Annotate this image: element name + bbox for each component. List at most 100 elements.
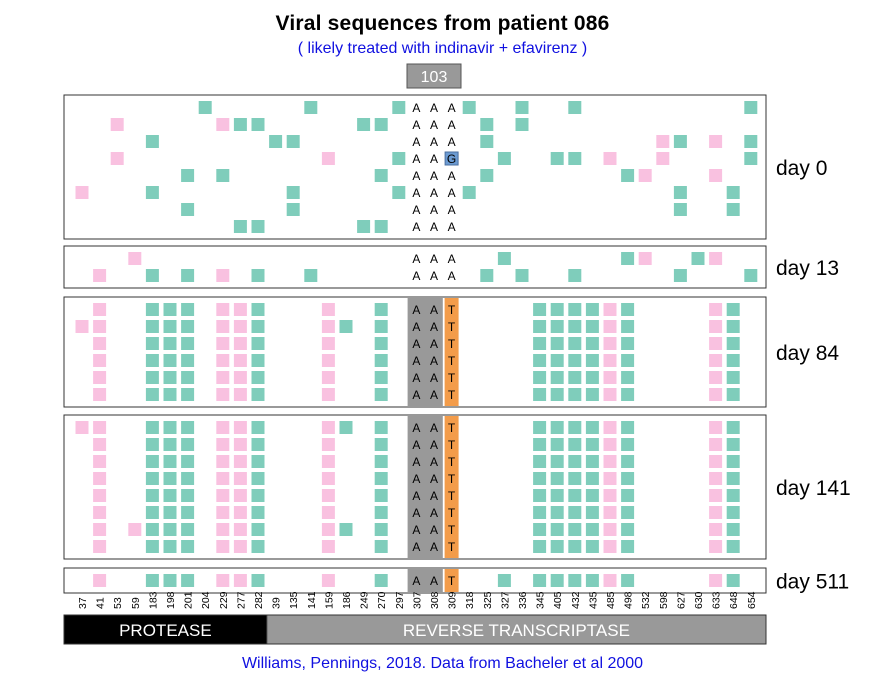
citation: Williams, Pennings, 2018. Data from Bach… bbox=[241, 655, 644, 672]
nucleotide-label: A bbox=[430, 135, 438, 149]
cell-green bbox=[198, 101, 212, 114]
cell-green bbox=[585, 455, 599, 468]
position-tick-label: 325 bbox=[482, 591, 494, 609]
position-tick-label: 37 bbox=[77, 597, 89, 609]
nucleotide-label: A bbox=[448, 169, 456, 183]
cell-pink bbox=[603, 354, 617, 367]
cell-pink bbox=[75, 186, 89, 199]
cell-green bbox=[181, 540, 195, 553]
cell-pink bbox=[709, 574, 723, 587]
panel-label: day 511 bbox=[776, 571, 849, 594]
cell-pink bbox=[216, 269, 230, 282]
mutation-band bbox=[444, 298, 459, 406]
cell-green bbox=[585, 489, 599, 502]
cell-green bbox=[163, 303, 177, 316]
cell-green bbox=[726, 489, 740, 502]
cell-green bbox=[251, 438, 265, 451]
cell-pink bbox=[709, 472, 723, 485]
cell-green bbox=[550, 152, 564, 165]
position-tick-label: 598 bbox=[658, 591, 670, 609]
position-tick-label: 186 bbox=[341, 591, 353, 609]
cell-green bbox=[251, 489, 265, 502]
cell-pink bbox=[216, 540, 230, 553]
cell-pink bbox=[93, 540, 107, 553]
nucleotide-label: A bbox=[430, 523, 438, 537]
cell-green bbox=[181, 371, 195, 384]
cell-green bbox=[374, 506, 388, 519]
cell-pink bbox=[93, 388, 107, 401]
cell-green bbox=[533, 320, 547, 333]
cell-pink bbox=[603, 540, 617, 553]
cell-green bbox=[550, 320, 564, 333]
cell-green bbox=[145, 320, 159, 333]
cell-green bbox=[145, 388, 159, 401]
position-tick-label: 498 bbox=[623, 591, 635, 609]
nucleotide-label: A bbox=[412, 252, 420, 266]
cell-green bbox=[163, 506, 177, 519]
cell-green bbox=[374, 455, 388, 468]
cell-green bbox=[374, 540, 388, 553]
highlight-band bbox=[407, 416, 443, 558]
cell-green bbox=[621, 506, 635, 519]
cell-green bbox=[181, 320, 195, 333]
cell-green bbox=[374, 220, 388, 233]
nucleotide-label: A bbox=[430, 438, 438, 452]
nucleotide-label: A bbox=[430, 388, 438, 402]
cell-pink bbox=[233, 523, 247, 536]
cell-green bbox=[568, 540, 582, 553]
cell-pink bbox=[709, 388, 723, 401]
position-tick-label: 630 bbox=[693, 591, 705, 609]
nucleotide-label: A bbox=[448, 186, 456, 200]
cell-green bbox=[726, 574, 740, 587]
cell-green bbox=[251, 303, 265, 316]
cell-green bbox=[515, 118, 529, 131]
reverse-transcriptase-region-bar bbox=[266, 614, 767, 645]
cell-green bbox=[163, 337, 177, 350]
cell-green bbox=[585, 523, 599, 536]
cell-pink bbox=[321, 371, 335, 384]
cell-green bbox=[621, 252, 635, 265]
cell-green bbox=[585, 438, 599, 451]
nucleotide-label: A bbox=[430, 203, 438, 217]
cell-pink bbox=[233, 472, 247, 485]
cell-green bbox=[726, 203, 740, 216]
cell-green bbox=[374, 371, 388, 384]
nucleotide-label: A bbox=[430, 421, 438, 435]
cell-pink bbox=[128, 252, 142, 265]
cell-green bbox=[374, 438, 388, 451]
cell-green bbox=[621, 438, 635, 451]
cell-pink bbox=[638, 169, 652, 182]
cell-pink bbox=[110, 118, 124, 131]
cell-green bbox=[744, 135, 758, 148]
nucleotide-label: A bbox=[412, 303, 420, 317]
nucleotide-label: A bbox=[430, 269, 438, 283]
cell-green bbox=[357, 118, 371, 131]
cell-pink bbox=[321, 303, 335, 316]
nucleotide-label: A bbox=[412, 186, 420, 200]
cell-green bbox=[163, 421, 177, 434]
position-tick-label: 198 bbox=[165, 591, 177, 609]
cell-green bbox=[568, 523, 582, 536]
cell-green bbox=[533, 574, 547, 587]
position-tick-label: 135 bbox=[288, 591, 300, 609]
cell-green bbox=[550, 438, 564, 451]
cell-green bbox=[673, 186, 687, 199]
cell-green bbox=[480, 169, 494, 182]
cell-pink bbox=[656, 152, 670, 165]
nucleotide-label: A bbox=[430, 252, 438, 266]
cell-pink bbox=[321, 472, 335, 485]
cell-green bbox=[286, 135, 300, 148]
cell-pink bbox=[233, 438, 247, 451]
cell-green bbox=[145, 269, 159, 282]
cell-pink bbox=[603, 388, 617, 401]
cell-green bbox=[163, 472, 177, 485]
cell-green bbox=[585, 506, 599, 519]
cell-green bbox=[550, 371, 564, 384]
nucleotide-label: A bbox=[412, 337, 420, 351]
nucleotide-label: A bbox=[448, 101, 456, 115]
cell-green bbox=[392, 186, 406, 199]
cell-pink bbox=[93, 506, 107, 519]
cell-green bbox=[251, 337, 265, 350]
cell-green bbox=[374, 472, 388, 485]
cell-green bbox=[515, 269, 529, 282]
